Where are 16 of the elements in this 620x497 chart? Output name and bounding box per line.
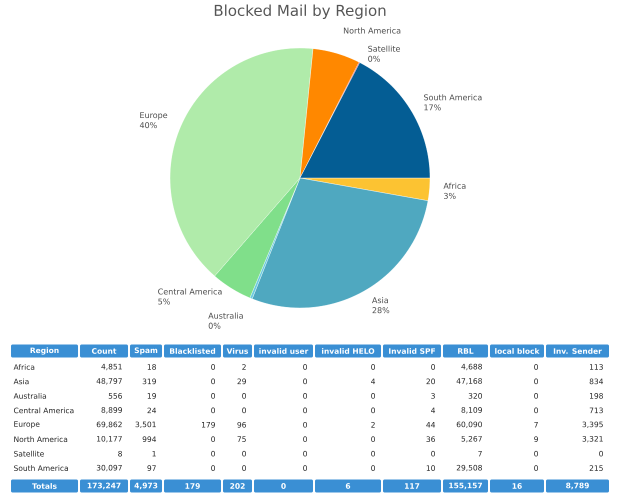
slice-label: Europe — [140, 112, 168, 120]
slice-label: Satellite — [368, 46, 400, 52]
data-label: 3% — [444, 192, 456, 199]
data-label: 28% — [372, 307, 390, 314]
slice-label: South America — [424, 94, 482, 100]
chart-title: Blocked Mail by Region — [214, 4, 386, 19]
data-label: 17% — [424, 104, 441, 110]
slice-label: North America — [344, 27, 400, 34]
slice-label: Australia — [208, 312, 243, 319]
data-label: 0% — [368, 56, 380, 62]
data-label: 0% — [208, 322, 220, 329]
slice-label: Africa — [443, 182, 466, 189]
slice-label: Asia — [372, 297, 388, 304]
data-label: 5% — [158, 298, 170, 305]
slice-label: Central America — [158, 288, 222, 295]
data-label: 40% — [140, 122, 157, 128]
